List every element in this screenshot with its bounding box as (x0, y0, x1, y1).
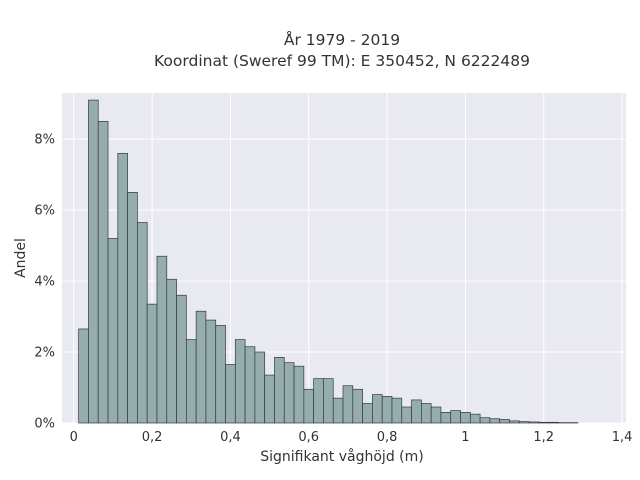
histogram-bar (460, 412, 471, 424)
histogram-bar (391, 397, 403, 424)
histogram-bar (88, 99, 99, 424)
y-tick-label: 2% (34, 346, 55, 361)
histogram-bar (372, 394, 383, 424)
histogram-bar (215, 325, 226, 424)
y-tick-label: 6% (34, 204, 55, 219)
histogram-bar (205, 319, 217, 424)
histogram-bar (352, 388, 363, 424)
y-tick-label: 8% (34, 133, 55, 148)
histogram-bar (186, 339, 197, 424)
histogram-bar (548, 421, 559, 424)
histogram-bar (97, 121, 109, 424)
histogram-bar (342, 385, 354, 424)
histogram-bar (274, 357, 285, 424)
histogram-bar (283, 362, 295, 424)
histogram-bar (127, 192, 138, 424)
y-axis-title: Andel (13, 238, 29, 278)
histogram-bar (518, 421, 530, 424)
histogram-bar (244, 346, 256, 424)
histogram-bar (117, 152, 128, 424)
histogram-bar (176, 294, 187, 424)
histogram-bar (303, 388, 314, 424)
x-tick-label: 0,6 (298, 430, 319, 445)
x-axis-title: Signifikant våghöjd (m) (260, 448, 423, 465)
histogram-bar (538, 421, 549, 424)
histogram-bar (264, 374, 275, 424)
axis-ticks: 0 0,2 0,4 0,6 0,8 1 1,2 1,4 0% 2% 4% 6% 8% (34, 133, 632, 445)
histogram-bar (166, 278, 177, 424)
histogram-bar (156, 255, 168, 424)
x-tick-label: 1,2 (533, 430, 554, 445)
chart-title-line-1: År 1979 - 2019 (284, 30, 400, 49)
x-tick-label: 1 (461, 430, 469, 445)
histogram-bar (528, 421, 540, 424)
histogram-bar (469, 413, 481, 424)
histogram-bar (323, 378, 334, 424)
x-tick-label: 0,8 (377, 430, 398, 445)
histogram-bar (499, 419, 510, 424)
x-tick-label: 1,4 (612, 430, 633, 445)
histogram-bar (107, 238, 119, 424)
histogram-bar (137, 222, 148, 424)
x-tick-label: 0,4 (220, 430, 241, 445)
histogram-bar (440, 412, 452, 424)
y-tick-label: 0% (34, 417, 55, 432)
histogram-bar (450, 410, 461, 424)
x-tick-label: 0,2 (142, 430, 163, 445)
histogram-bar (489, 418, 501, 424)
histogram-bar (479, 417, 491, 424)
histogram-bar (509, 420, 520, 424)
histogram-bar (293, 365, 305, 424)
histogram-bar (78, 328, 89, 424)
histogram-bar (381, 396, 393, 424)
histogram-bar (225, 364, 236, 424)
histogram-bar (313, 378, 324, 424)
histogram-bar (195, 310, 207, 424)
x-tick-label: 0 (70, 430, 78, 445)
histogram-bar (411, 399, 422, 424)
histogram-bar (254, 351, 266, 424)
chart-title-line-2: Koordinat (Sweref 99 TM): E 350452, N 62… (154, 52, 530, 70)
histogram-bar (146, 303, 158, 424)
histogram-bars (78, 99, 579, 424)
histogram-bar (234, 339, 246, 424)
histogram-bar (430, 406, 442, 424)
histogram-bar (362, 403, 373, 424)
y-tick-label: 4% (34, 275, 55, 290)
histogram-bar (332, 397, 344, 424)
histogram-bar (401, 406, 412, 424)
histogram-bar (421, 403, 432, 424)
